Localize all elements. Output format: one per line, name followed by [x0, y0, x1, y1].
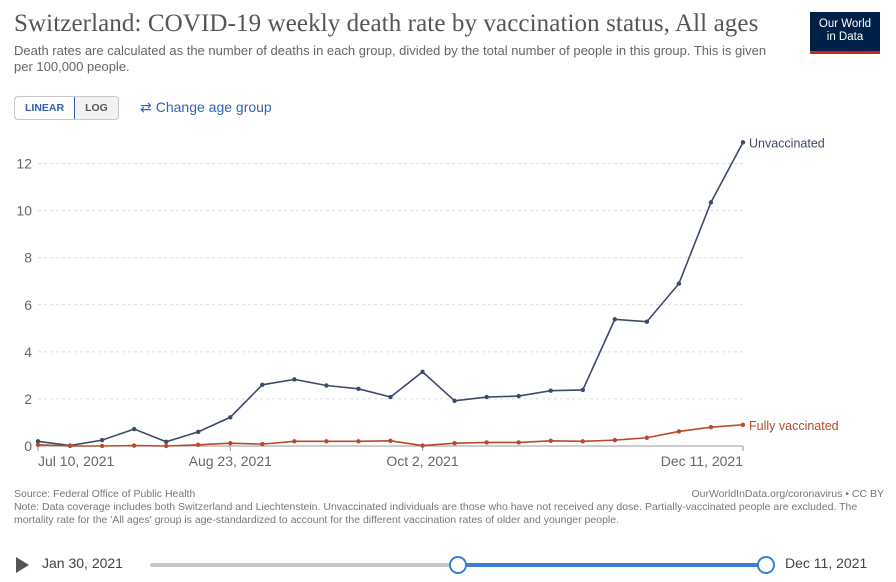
data-point [35, 439, 41, 444]
line-chart: 0 2 4 6 8 10 12 Jul 10, 2021 Aug 23, 2021 Oct 2, … [16, 136, 839, 469]
data-point [228, 440, 233, 446]
data-point [676, 281, 682, 286]
data-point [131, 443, 137, 448]
timeline-start-label: Jan 30, 2021 [42, 555, 123, 571]
data-point [324, 383, 329, 388]
y-tick-label: 2 [24, 391, 32, 407]
timeline-selection [458, 563, 766, 567]
timeline-end-label: Dec 11, 2021 [785, 555, 868, 571]
data-point [131, 426, 137, 432]
timeline-start-handle[interactable] [449, 556, 467, 574]
play-icon[interactable] [16, 557, 29, 573]
data-point [516, 440, 521, 445]
timeline-track[interactable] [150, 556, 775, 574]
data-point [292, 439, 297, 444]
data-point [99, 443, 105, 449]
data-point [708, 200, 714, 205]
data-point [548, 388, 553, 393]
series-label: Unvaccinated [749, 136, 825, 150]
linear-scale-button[interactable]: LINEAR [14, 97, 76, 119]
data-point [612, 317, 618, 322]
y-tick-label: 10 [16, 203, 32, 219]
data-point [676, 429, 682, 434]
data-point [196, 429, 201, 435]
site-link[interactable]: OurWorldInData.org/coronavirus • CC BY [691, 488, 884, 500]
series-line-unvaccinated [37, 141, 744, 447]
change-age-group-label: Change age group [155, 99, 272, 115]
data-point [260, 441, 265, 447]
chart-title: Switzerland: COVID-19 weekly death rate … [14, 10, 759, 37]
data-point [292, 377, 297, 382]
series-label: Fully vaccinated [749, 419, 839, 433]
data-point [356, 386, 361, 392]
timeline-end-handle[interactable] [757, 556, 775, 574]
log-scale-button[interactable]: LOG [75, 97, 118, 119]
swap-arrows-icon: ⇄ [140, 99, 152, 115]
logo-line-2: in Data [826, 31, 864, 43]
data-point [260, 382, 265, 387]
data-point [324, 439, 329, 444]
data-point [420, 369, 425, 375]
data-point [580, 439, 585, 444]
data-point [740, 140, 746, 145]
x-tick-label: Dec 11, 2021 [661, 453, 743, 469]
note-text: Note: Data coverage includes both Switze… [14, 501, 858, 526]
data-point [35, 442, 41, 448]
data-point [452, 440, 457, 446]
x-tick-label: Aug 23, 2021 [189, 453, 273, 469]
data-point [516, 393, 521, 399]
data-point [452, 398, 457, 404]
data-point [644, 319, 650, 324]
change-age-group-button[interactable]: ⇄ Change age group [140, 96, 272, 118]
chart-footer: Source: Federal Office of Public Health … [14, 488, 884, 527]
x-tick-label: Jul 10, 2021 [38, 453, 114, 469]
data-point [356, 439, 361, 444]
data-point [580, 387, 585, 393]
y-tick-label: 0 [24, 438, 32, 454]
data-point [484, 440, 489, 445]
data-point [196, 442, 201, 448]
scale-toggle: LINEAR LOG [14, 96, 119, 120]
data-point [708, 424, 714, 430]
owid-logo[interactable]: Our World in Data [810, 12, 880, 54]
data-point [612, 437, 618, 443]
data-point [420, 443, 425, 448]
chart-subtitle: Death rates are calculated as the number… [14, 43, 767, 74]
data-point [163, 443, 169, 449]
y-tick-label: 8 [24, 250, 32, 266]
source-text: Source: Federal Office of Public Health [14, 488, 196, 500]
data-point [388, 394, 393, 400]
data-point [484, 394, 489, 400]
data-point [740, 422, 746, 428]
data-point [163, 439, 169, 444]
y-tick-label: 4 [24, 344, 32, 360]
data-point [67, 443, 73, 449]
data-point [548, 438, 553, 444]
data-point [388, 438, 393, 444]
y-tick-label: 6 [24, 297, 32, 313]
data-point [99, 437, 105, 443]
y-tick-label: 12 [16, 156, 32, 172]
timeline-slider: Jan 30, 2021 Dec 11, 2021 [0, 550, 896, 580]
x-tick-label: Oct 2, 2021 [386, 453, 459, 469]
data-point [644, 435, 650, 440]
logo-line-1: Our World [818, 18, 872, 30]
data-point [228, 415, 233, 420]
